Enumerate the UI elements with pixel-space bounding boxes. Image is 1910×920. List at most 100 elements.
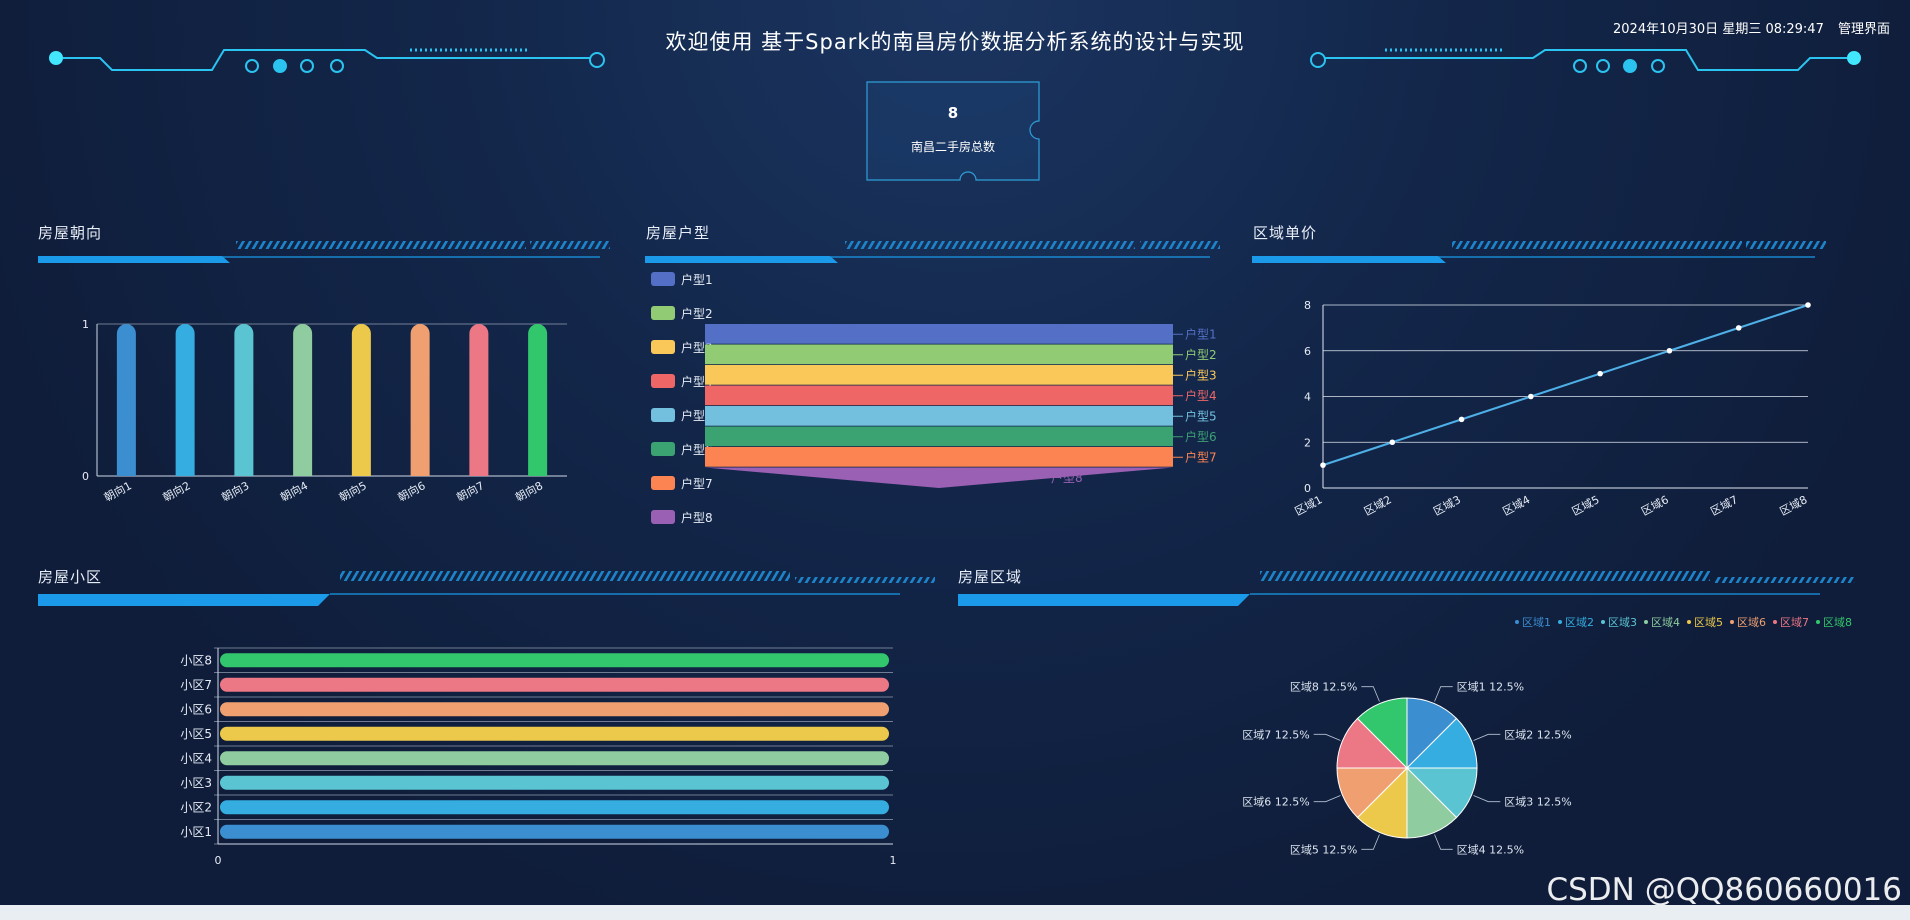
funnel-label: 户型2 [1185, 347, 1217, 362]
legend-label: 户型4 [681, 374, 713, 389]
data-point [1320, 462, 1326, 468]
y-tick-label: 小区4 [180, 751, 212, 765]
district-price-chart: 0 2 4 6 8 区域1 区域2 区域3 区域4 区域5 区域6 区域7 区域8 [1293, 299, 1811, 518]
data-point [1458, 416, 1465, 423]
legend-swatch [651, 272, 675, 286]
pie-label-line [1361, 686, 1380, 702]
y-tick-label: 4 [1304, 391, 1311, 404]
legend-label: 区域7 [1780, 616, 1809, 629]
x-tick-label: 朝向2 [160, 478, 192, 504]
pie-label: 区域6 12.5% [1242, 796, 1309, 809]
x-tick-label: 区域4 [1501, 493, 1533, 518]
bar [220, 800, 889, 815]
legend-marker [1687, 620, 1691, 624]
datetime-display: 2024年10月30日 星期三 08:29:47 [1613, 22, 1824, 37]
funnel-segment [705, 426, 1173, 447]
data-point [1805, 302, 1811, 308]
legend-label: 户型3 [681, 340, 713, 355]
x-tick-label: 朝向6 [395, 478, 427, 504]
legend-label: 区域8 [1823, 616, 1852, 629]
admin-link[interactable]: 管理界面 [1837, 22, 1890, 37]
legend-label: 区域3 [1608, 616, 1637, 629]
pie-label-line [1313, 795, 1341, 803]
house-total-value: 8 [947, 104, 959, 122]
legend-swatch [651, 306, 675, 320]
pie-label-line [1473, 795, 1501, 803]
legend-label: 户型5 [681, 408, 713, 423]
bar [220, 702, 889, 717]
y-tick-label: 8 [1304, 299, 1311, 312]
region-pie-chart: 区域1 区域2 区域3 区域4 区域5 区域6 区域7 区域8 区域1 12.5% 区域2 12.… [1242, 616, 1852, 856]
y-tick-label: 1 [82, 318, 89, 331]
legend-marker [1558, 620, 1562, 624]
page-title: 欢迎使用 基于Spark的南昌房价数据分析系统的设计与实现 [665, 30, 1245, 54]
legend-marker [1644, 620, 1648, 624]
funnel-segment [705, 447, 1173, 467]
x-tick-label: 朝向8 [513, 478, 545, 504]
legend-label: 区域4 [1651, 616, 1680, 629]
legend-swatch [651, 442, 675, 456]
legend-marker [1730, 620, 1734, 624]
pie-label: 区域8 12.5% [1290, 681, 1357, 694]
legend-label: 区域6 [1737, 616, 1766, 629]
bar [469, 324, 489, 476]
bar [220, 751, 889, 766]
x-tick-label: 区域1 [1293, 493, 1325, 518]
data-point [1597, 370, 1603, 377]
house-total-label: 南昌二手房总数 [910, 140, 995, 154]
legend-label: 区域2 [1565, 616, 1594, 629]
bar [220, 653, 889, 668]
pie-label-line [1434, 834, 1453, 850]
layout-funnel-chart: 户型1 户型2 户型3 户型4 户型5 户型6 户型7 户型8 户型1 户型2 户型3 户型4 户型5 户… [651, 272, 1217, 525]
pie-label: 区域3 12.5% [1504, 796, 1571, 809]
x-tick-label: 1 [890, 854, 897, 867]
bar [528, 324, 548, 476]
y-tick-label: 小区7 [180, 678, 212, 692]
data-point [1389, 439, 1396, 446]
legend-marker [1816, 620, 1820, 624]
pie-label: 区域4 12.5% [1457, 843, 1524, 856]
watermark-text: CSDN @QQ860660016 [1546, 872, 1902, 908]
x-tick-label: 朝向7 [454, 478, 486, 504]
legend-label: 户型2 [681, 306, 713, 321]
legend-label: 区域1 [1522, 616, 1551, 629]
x-tick-label: 0 [215, 854, 222, 867]
pie-label: 区域7 12.5% [1242, 728, 1309, 741]
x-tick-label: 区域3 [1431, 493, 1463, 518]
series-line [1322, 304, 1809, 467]
pie-label-line [1313, 733, 1341, 741]
panel-title-community: 房屋小区 [38, 568, 103, 586]
pie-label: 区域2 12.5% [1504, 728, 1571, 741]
panel-title-district-price: 区域单价 [1253, 224, 1318, 242]
x-tick-label: 区域6 [1639, 493, 1671, 518]
x-tick-label: 朝向5 [337, 478, 369, 504]
pie-label-line [1434, 686, 1453, 702]
legend-label: 户型8 [681, 510, 713, 525]
funnel-label: 户型3 [1185, 367, 1217, 382]
data-point [1735, 325, 1742, 331]
funnel-label: 户型6 [1185, 429, 1217, 444]
funnel-label: 户型5 [1185, 408, 1217, 423]
stat-card-frame [866, 81, 1040, 181]
y-tick-label: 小区3 [180, 776, 212, 790]
x-tick-label: 区域2 [1362, 493, 1394, 518]
panel-title-orientation: 房屋朝向 [38, 224, 103, 242]
legend-swatch [651, 374, 675, 388]
bar [116, 324, 136, 476]
bar [220, 677, 889, 692]
x-tick-label: 朝向1 [102, 478, 134, 504]
legend-swatch [651, 340, 675, 354]
bottom-strip [0, 905, 1910, 920]
funnel-segment [705, 365, 1173, 385]
x-tick-label: 区域7 [1708, 493, 1740, 518]
legend-swatch [651, 476, 675, 490]
legend-label: 户型1 [681, 272, 713, 287]
x-tick-label: 区域8 [1778, 493, 1810, 518]
bar [220, 775, 889, 790]
bar [234, 324, 254, 476]
community-chart: 0 1 小区1 小区2 小区3 小区4 小区5 小区6 小区7 小区8 [180, 647, 897, 867]
funnel-label: 户型8 [1051, 470, 1083, 485]
y-tick-label: 小区5 [180, 727, 212, 741]
pie-label: 区域5 12.5% [1290, 843, 1357, 856]
